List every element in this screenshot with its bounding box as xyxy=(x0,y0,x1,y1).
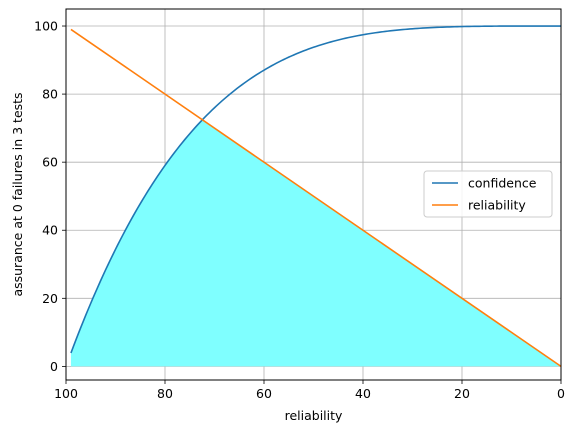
y-axis-label: assurance at 0 failures in 3 tests xyxy=(10,92,25,296)
y-ticks: 0 20 40 60 80 100 xyxy=(34,19,66,374)
x-tick-label: 80 xyxy=(157,386,173,401)
y-tick-label: 60 xyxy=(42,155,58,170)
fill-region xyxy=(70,120,561,367)
y-tick-label: 0 xyxy=(50,359,58,374)
x-tick-label: 60 xyxy=(256,386,272,401)
x-axis-label: reliability xyxy=(285,408,343,423)
series-layer xyxy=(70,25,562,368)
reliability-line xyxy=(70,28,562,368)
x-tick-label: 100 xyxy=(54,386,78,401)
legend-label-confidence: confidence xyxy=(468,176,537,191)
x-tick-label: 40 xyxy=(355,386,371,401)
y-tick-label: 80 xyxy=(42,87,58,102)
fill-area xyxy=(70,120,561,367)
x-tick-label: 0 xyxy=(557,386,565,401)
legend-label-reliability: reliability xyxy=(468,198,526,213)
x-ticks: 100 80 60 40 20 0 xyxy=(54,380,565,401)
confidence-line xyxy=(70,25,561,354)
y-tick-label: 40 xyxy=(42,223,58,238)
y-tick-label: 100 xyxy=(34,19,58,34)
plot-frame xyxy=(65,8,562,381)
y-tick-label: 20 xyxy=(42,291,58,306)
x-tick-label: 20 xyxy=(454,386,470,401)
legend: confidence reliability xyxy=(423,170,553,218)
